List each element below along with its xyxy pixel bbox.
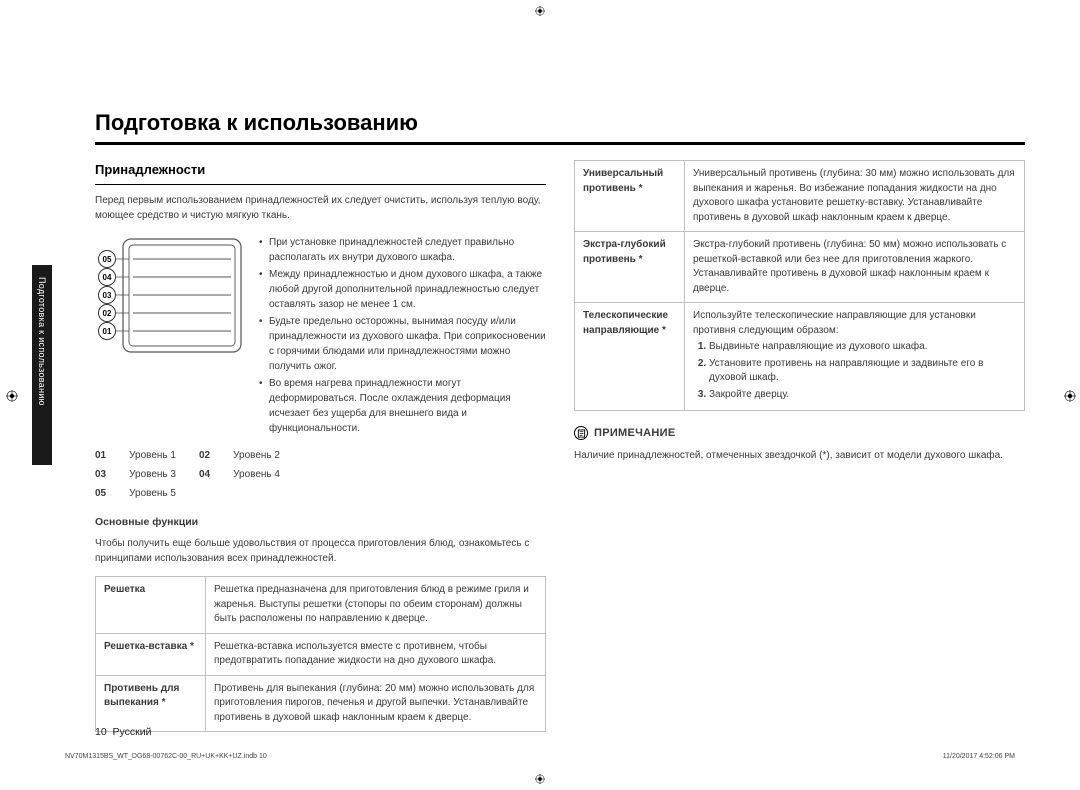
sub-heading: Основные функции [95, 515, 546, 531]
note-text: Наличие принадлежностей, отмеченных звез… [574, 448, 1025, 463]
legend-num: 04 [199, 467, 215, 482]
svg-text:05: 05 [103, 255, 112, 264]
acc-label: Телескопические направляющие * [575, 303, 685, 411]
page-footer: 10 Русский [95, 726, 152, 738]
bullet-item: Во время нагрева принадлежности могут де… [259, 376, 546, 436]
section-heading: Принадлежности [95, 160, 546, 180]
acc-label: Решетка [96, 577, 206, 634]
page-lang: Русский [113, 726, 152, 738]
print-meta-left: NV70M1315BS_WT_DG68-00762C-00_RU+UK+KK+U… [65, 753, 267, 760]
legend-label: Уровень 4 [233, 467, 285, 482]
step-item: Установите противень на направляющие и з… [709, 357, 1016, 386]
right-column: Универсальный противень * Универсальный … [574, 160, 1025, 730]
level-badge: 04 [99, 268, 130, 285]
page-number: 10 [95, 726, 107, 738]
table-row: Решетка Решетка предназначена для пригот… [96, 577, 546, 634]
section-rule [95, 184, 546, 185]
crop-mark-left [6, 390, 16, 400]
crop-mark-bottom [535, 774, 545, 784]
diagram-row: 05 04 03 [95, 235, 546, 438]
svg-text:04: 04 [103, 273, 112, 282]
crop-mark-top [535, 6, 545, 16]
note-label: ПРИМЕЧАНИЕ [594, 425, 676, 442]
legend-num: 05 [95, 486, 111, 501]
bullet-item: Между принадлежностью и дном духового шк… [259, 267, 546, 312]
crop-mark-right [1064, 390, 1074, 400]
acc-label: Решетка-вставка * [96, 633, 206, 675]
accessories-table-left: Решетка Решетка предназначена для пригот… [95, 576, 546, 732]
acc-label: Универсальный противень * [575, 161, 685, 232]
acc-desc-text: Используйте телескопические направляющие… [693, 310, 976, 336]
acc-desc: Экстра-глубокий противень (глубина: 50 м… [685, 232, 1025, 303]
level-badge: 02 [99, 304, 130, 321]
legend-label: Уровень 5 [129, 486, 181, 501]
table-row: Экстра-глубокий противень * Экстра-глубо… [575, 232, 1025, 303]
content-columns: Принадлежности Перед первым использовани… [95, 160, 1025, 730]
table-row: Универсальный противень * Универсальный … [575, 161, 1025, 232]
level-legend: 01 Уровень 1 02 Уровень 2 03 Уровень 3 04 Ур… [95, 448, 285, 501]
acc-desc: Используйте телескопические направляющие… [685, 303, 1025, 411]
steps-list: Выдвиньте направляющие из духового шкафа… [693, 340, 1016, 402]
acc-desc: Решетка предназначена для приготовления … [206, 577, 546, 634]
acc-desc: Решетка-вставка используется вместе с пр… [206, 633, 546, 675]
install-notes: При установке принадлежностей следует пр… [259, 235, 546, 438]
table-row: Противень для выпекания * Противень для … [96, 675, 546, 732]
level-badge: 05 [99, 250, 130, 267]
intro-text: Перед первым использованием принадлежнос… [95, 193, 546, 223]
legend-label: Уровень 3 [129, 467, 181, 482]
table-row: Телескопические направляющие * Используй… [575, 303, 1025, 411]
acc-label: Противень для выпекания * [96, 675, 206, 732]
acc-desc: Противень для выпекания (глубина: 20 мм)… [206, 675, 546, 732]
svg-text:02: 02 [103, 309, 112, 318]
bullet-item: При установке принадлежностей следует пр… [259, 235, 546, 265]
oven-diagram: 05 04 03 [95, 235, 245, 438]
table-row: Решетка-вставка * Решетка-вставка исполь… [96, 633, 546, 675]
acc-label: Экстра-глубокий противень * [575, 232, 685, 303]
step-item: Закройте дверцу. [709, 388, 1016, 403]
accessories-table-right: Универсальный противень * Универсальный … [574, 160, 1025, 411]
level-badge: 01 [99, 322, 130, 339]
svg-text:01: 01 [103, 327, 112, 336]
print-meta: NV70M1315BS_WT_DG68-00762C-00_RU+UK+KK+U… [65, 753, 1015, 760]
legend-label: Уровень 1 [129, 448, 181, 463]
legend-label: Уровень 2 [233, 448, 285, 463]
page: Подготовка к использованию Принадлежност… [30, 20, 1050, 770]
legend-num: 02 [199, 448, 215, 463]
step-item: Выдвиньте направляющие из духового шкафа… [709, 340, 1016, 355]
legend-num: 03 [95, 467, 111, 482]
title-rule [95, 142, 1025, 145]
print-meta-right: 11/20/2017 4:52:06 PM [943, 753, 1015, 760]
sub-intro: Чтобы получить еще больше удовольствия о… [95, 536, 546, 566]
left-column: Принадлежности Перед первым использовани… [95, 160, 546, 730]
note-icon [574, 426, 588, 440]
bullet-item: Будьте предельно осторожны, вынимая посу… [259, 314, 546, 374]
note-heading: ПРИМЕЧАНИЕ [574, 425, 1025, 442]
legend-num: 01 [95, 448, 111, 463]
page-title: Подготовка к использованию [95, 110, 418, 136]
acc-desc: Универсальный противень (глубина: 30 мм)… [685, 161, 1025, 232]
level-badge: 03 [99, 286, 130, 303]
svg-text:03: 03 [103, 291, 112, 300]
